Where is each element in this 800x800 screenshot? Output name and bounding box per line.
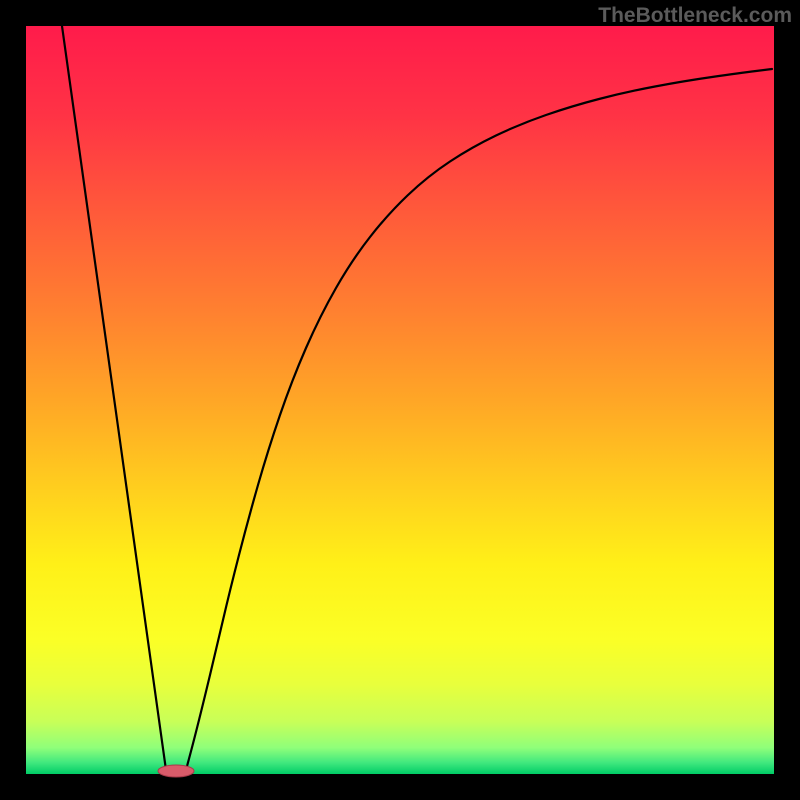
bottleneck-chart — [0, 0, 800, 800]
watermark-text: TheBottleneck.com — [598, 4, 792, 28]
chart-container: TheBottleneck.com — [0, 0, 800, 800]
